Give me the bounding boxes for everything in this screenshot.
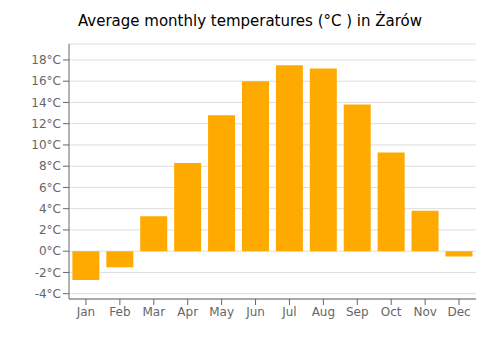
svg-text:10°C: 10°C xyxy=(31,138,61,152)
svg-text:Jun: Jun xyxy=(245,305,265,319)
svg-text:0°C: 0°C xyxy=(39,244,61,258)
svg-text:2°C: 2°C xyxy=(39,223,61,237)
svg-text:Oct: Oct xyxy=(381,305,402,319)
svg-text:Jul: Jul xyxy=(281,305,296,319)
svg-text:Feb: Feb xyxy=(109,305,130,319)
svg-text:Jan: Jan xyxy=(76,305,96,319)
svg-text:Nov: Nov xyxy=(413,305,436,319)
html-text:Average monthly temperatures (: Average monthly temperatures (°C ) in Ża… xyxy=(77,12,423,30)
svg-text:12°C: 12°C xyxy=(31,117,61,131)
svg-text:Mar: Mar xyxy=(142,305,165,319)
svg-text:16°C: 16°C xyxy=(31,74,61,88)
svg-text:6°C: 6°C xyxy=(39,181,61,195)
svg-text:Aug: Aug xyxy=(312,305,335,319)
svg-text:Dec: Dec xyxy=(447,305,470,319)
svg-text:18°C: 18°C xyxy=(31,53,61,67)
svg-text:-2°C: -2°C xyxy=(35,266,61,280)
svg-text:-4°C: -4°C xyxy=(35,287,61,301)
svg-text:Sep: Sep xyxy=(346,305,369,319)
svg-text:Apr: Apr xyxy=(177,305,198,319)
svg-text:May: May xyxy=(209,305,234,319)
svg-text:4°C: 4°C xyxy=(39,202,61,216)
svg-text:8°C: 8°C xyxy=(39,159,61,173)
svg-text:14°C: 14°C xyxy=(31,96,61,110)
